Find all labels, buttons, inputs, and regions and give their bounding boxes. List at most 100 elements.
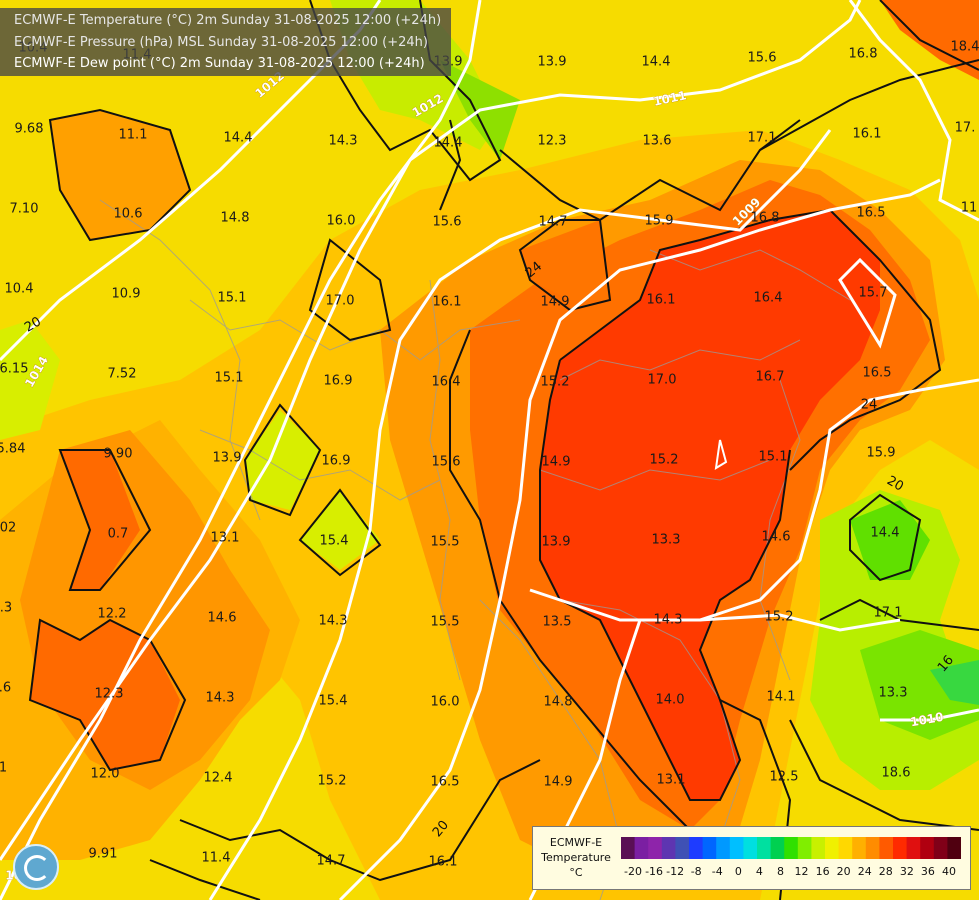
border-line [199, 429, 441, 501]
dewpoint-value: 13.3 [652, 533, 681, 548]
dewpoint-value: 14.1 [767, 690, 796, 705]
dewpoint-value: 16.9 [322, 454, 351, 469]
isotherm-line [539, 359, 791, 801]
dewpoint-value: 13.1 [211, 531, 240, 546]
dewpoint-value: .6 [0, 681, 11, 696]
isotherm-line [149, 859, 261, 900]
dewpoint-value: 13.3 [879, 686, 908, 701]
dewpoint-value: 5.84 [0, 442, 25, 457]
dewpoint-value: 15.4 [319, 694, 348, 709]
dewpoint-value: 11.1 [119, 128, 148, 143]
dewpoint-value: 18.6 [882, 766, 911, 781]
legend-tick-label: 28 [878, 865, 893, 878]
isotherm-line [309, 0, 502, 182]
legend-tick-label: 40 [942, 865, 956, 878]
dewpoint-value: 13.5 [543, 615, 572, 630]
border-line [559, 599, 741, 841]
legend-color-swatch [865, 837, 880, 859]
isobar-line [529, 588, 901, 632]
legend-color-swatch [920, 837, 935, 859]
isobar-line [338, 178, 941, 900]
dewpoint-value: 15.7 [859, 286, 888, 301]
legend-color-swatch [729, 837, 744, 859]
dewpoint-value: 16.1 [647, 293, 676, 308]
isotherm-line [439, 119, 462, 211]
dewpoint-value: 14.3 [654, 613, 683, 628]
swirl-icon [24, 855, 50, 881]
temp-band-west-28-a [60, 450, 140, 590]
temp-band-west-28-b [30, 620, 180, 770]
dewpoint-value: 16.4 [754, 291, 783, 306]
isotherm-value: 20 [884, 473, 906, 494]
legend-color-swatch [770, 837, 785, 859]
legend-color-swatch [757, 837, 772, 859]
isotherm-line [58, 449, 152, 591]
legend-tick-label: -12 [666, 865, 685, 878]
legend-color-swatch [675, 837, 690, 859]
dewpoint-value: 12.2 [98, 607, 127, 622]
temp-band-28-30 [540, 210, 880, 800]
legend-color-swatch [838, 837, 853, 859]
legend-color-swatch [906, 837, 921, 859]
dewpoint-value: 14.3 [329, 134, 358, 149]
dewpoint-value: 14.7 [317, 854, 346, 869]
temp-band-north-28 [520, 220, 610, 300]
temperature-legend: ECMWF-E Temperature °C -20 -16 -12 -8 -4 0 4 8 1… [532, 826, 971, 890]
dewpoint-value: 16.1 [429, 855, 458, 870]
dewpoint-value: 7.52 [108, 367, 137, 382]
isobar-line [838, 257, 897, 349]
legend-colorbar [621, 837, 961, 859]
dewpoint-value: 12.5 [770, 770, 799, 785]
dewpoint-value: 16.4 [432, 375, 461, 390]
legend-model: ECMWF-E [549, 836, 603, 849]
dewpoint-value: 15.6 [433, 215, 462, 230]
legend-color-swatch [933, 837, 948, 859]
legend-color-swatch [825, 837, 840, 859]
dewpoint-value: 15.2 [650, 453, 679, 468]
legend-tick-label: 0 [734, 865, 742, 878]
legend-tick-label: -4 [711, 865, 723, 878]
isotherm-line [559, 208, 942, 471]
dewpoint-value: 15.2 [541, 375, 570, 390]
isotherm-line [789, 719, 979, 831]
dewpoint-value: 14.7 [539, 215, 568, 230]
dewpoint-value: 15.5 [431, 535, 460, 550]
dewpoint-value: 13.9 [542, 535, 571, 550]
dewpoint-value: 13.6 [643, 134, 672, 149]
dewpoint-value: 16.7 [756, 370, 785, 385]
legend-ticks: -20 -16 -12 -8 -4 0 4 8 12 16 20 24 28 32 36 40 [621, 865, 961, 879]
isobar-line [714, 439, 728, 470]
dewpoint-value: 15.6 [432, 455, 461, 470]
dewpoint-value: 16.5 [431, 775, 460, 790]
temp-band-west-green [0, 320, 60, 440]
dewpoint-value: 12.0 [91, 767, 120, 782]
border-line [99, 199, 261, 521]
dewpoint-value: 16.0 [431, 695, 460, 710]
border-line [189, 299, 521, 361]
dewpoint-value: 15.5 [431, 615, 460, 630]
dewpoint-value: 16.5 [857, 206, 886, 221]
dewpoint-value: 16.8 [751, 211, 780, 226]
legend-color-swatch [893, 837, 908, 859]
isotherm-line [308, 238, 392, 342]
isotherm-line [759, 59, 979, 151]
isobar-line [0, 0, 482, 900]
border-line [539, 459, 771, 491]
legend-tick-label: -8 [690, 865, 702, 878]
dewpoint-value: 14.4 [224, 131, 253, 146]
legend-color-swatch [811, 837, 826, 859]
dewpoint-value: 14.9 [544, 775, 573, 790]
dewpoint-value: 14.9 [541, 295, 570, 310]
isotherm-line [819, 598, 979, 631]
isotherm-line [179, 759, 541, 882]
dewpoint-value: 10.9 [112, 287, 141, 302]
isobar-line [0, 0, 862, 861]
dewpoint-value: 15.1 [218, 291, 247, 306]
legend-color-swatch [716, 837, 731, 859]
legend-tick-label: 12 [794, 865, 809, 878]
isotherm-line [879, 0, 979, 71]
legend-color-swatch [702, 837, 717, 859]
border-line [559, 339, 801, 381]
